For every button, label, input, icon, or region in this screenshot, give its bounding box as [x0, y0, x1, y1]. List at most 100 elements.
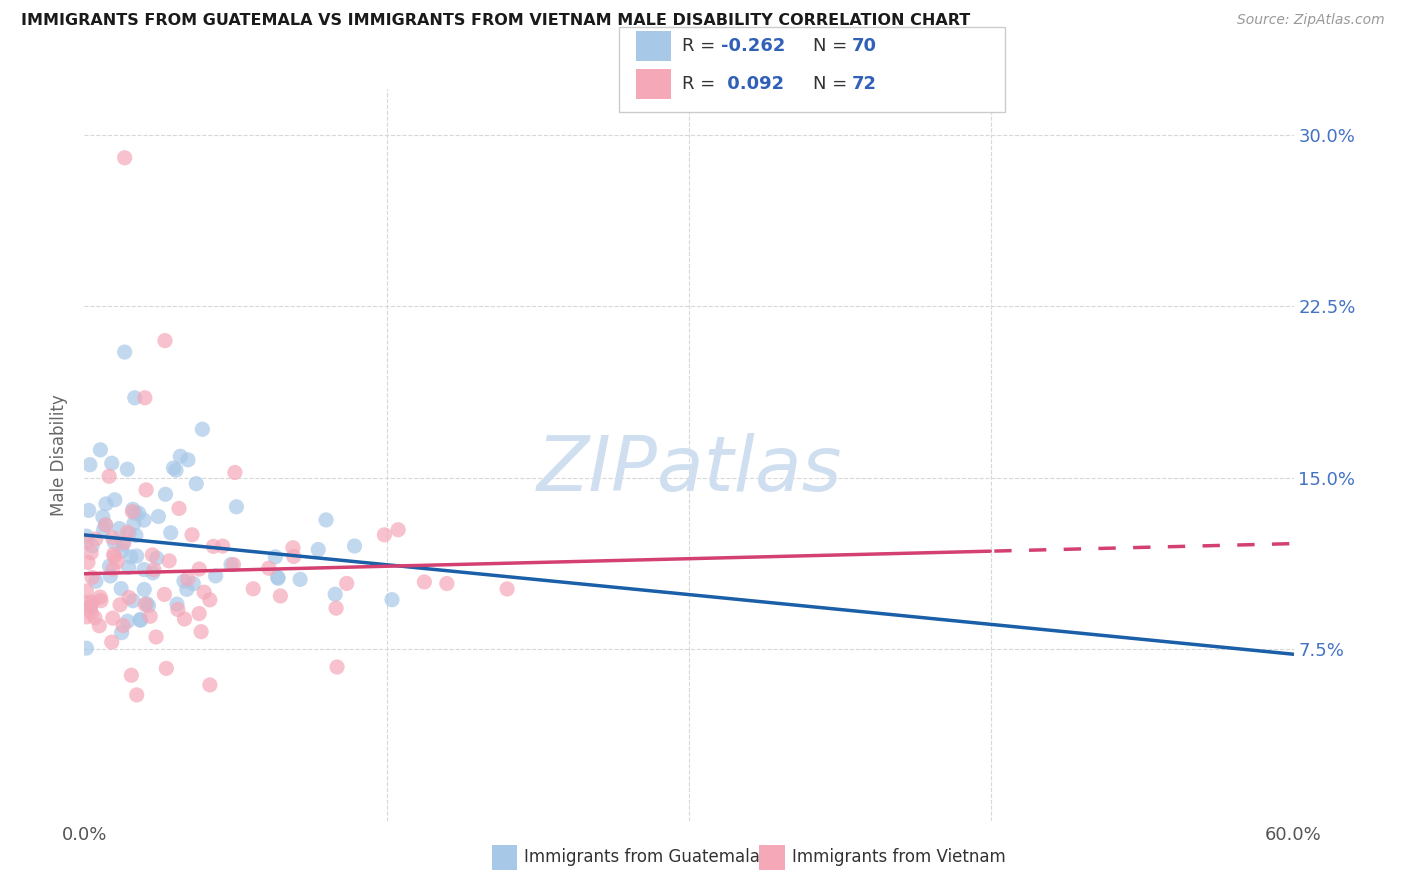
Point — [186, 476, 208, 491]
Point — [117, 525, 139, 540]
Point — [79, 599, 101, 614]
Point — [111, 537, 134, 551]
Point — [148, 509, 170, 524]
Point — [75, 535, 97, 549]
Point — [159, 525, 181, 540]
Point — [326, 660, 349, 674]
Point — [129, 613, 152, 627]
Point — [80, 606, 103, 620]
Point — [101, 531, 124, 545]
Point — [269, 589, 291, 603]
Point — [121, 504, 143, 518]
Point — [129, 612, 152, 626]
Point — [103, 535, 125, 549]
Point — [181, 528, 204, 542]
Point — [101, 611, 124, 625]
Text: N =: N = — [813, 37, 852, 55]
Point — [219, 558, 242, 572]
Point — [132, 563, 155, 577]
Point — [111, 544, 134, 558]
Text: -0.262: -0.262 — [721, 37, 786, 55]
Point — [181, 576, 204, 591]
Point — [153, 587, 176, 601]
Point — [101, 562, 124, 576]
Point — [80, 546, 103, 560]
Point — [193, 585, 215, 599]
Point — [222, 558, 245, 572]
Point — [75, 641, 97, 656]
Point — [211, 539, 233, 553]
Point — [117, 614, 139, 628]
Point — [94, 517, 117, 532]
Point — [138, 599, 160, 613]
Point — [89, 590, 111, 604]
Point — [139, 609, 162, 624]
Point — [257, 561, 280, 575]
Point — [134, 582, 156, 597]
Point — [89, 442, 111, 457]
Point — [79, 458, 101, 472]
Point — [114, 345, 136, 359]
Text: ZIPatlas: ZIPatlas — [536, 433, 842, 507]
Point — [100, 635, 122, 649]
Point — [134, 391, 156, 405]
Point — [173, 612, 195, 626]
Point — [83, 610, 105, 624]
Point — [104, 492, 127, 507]
Point — [204, 569, 226, 583]
Point — [117, 560, 139, 574]
Text: R =: R = — [682, 37, 721, 55]
Point — [89, 619, 111, 633]
Point — [108, 522, 131, 536]
Point — [177, 572, 200, 586]
Point — [315, 513, 337, 527]
Point — [121, 502, 143, 516]
Point — [94, 497, 117, 511]
Point — [105, 555, 128, 569]
Point — [173, 574, 195, 588]
Point — [387, 523, 409, 537]
Point — [100, 569, 122, 583]
Point — [134, 598, 156, 612]
Point — [188, 607, 211, 621]
Point — [242, 582, 264, 596]
Point — [162, 461, 184, 475]
Point — [124, 391, 146, 405]
Text: 0.092: 0.092 — [721, 75, 785, 93]
Point — [120, 549, 142, 564]
Point — [145, 551, 167, 566]
Point — [166, 602, 188, 616]
Point — [225, 500, 247, 514]
Point — [436, 576, 458, 591]
Point — [166, 597, 188, 611]
Text: 70: 70 — [852, 37, 877, 55]
Text: N =: N = — [813, 75, 852, 93]
Point — [84, 532, 107, 546]
Point — [202, 540, 225, 554]
Point — [100, 456, 122, 470]
Point — [135, 483, 157, 497]
Point — [165, 463, 187, 477]
Point — [373, 528, 395, 542]
Point — [103, 547, 125, 561]
Point — [108, 598, 131, 612]
Point — [112, 618, 135, 632]
Point — [125, 688, 148, 702]
Point — [76, 595, 98, 609]
Point — [90, 593, 112, 607]
Point — [111, 625, 134, 640]
Point — [267, 571, 290, 585]
Point — [155, 487, 177, 501]
Point — [84, 574, 107, 589]
Point — [145, 630, 167, 644]
Point — [198, 678, 221, 692]
Point — [143, 563, 166, 577]
Point — [157, 554, 180, 568]
Point — [122, 593, 145, 607]
Point — [94, 517, 117, 532]
Point — [153, 334, 176, 348]
Point — [167, 501, 190, 516]
Y-axis label: Male Disability: Male Disability — [51, 394, 69, 516]
Text: Immigrants from Vietnam: Immigrants from Vietnam — [792, 848, 1005, 866]
Point — [118, 526, 141, 541]
